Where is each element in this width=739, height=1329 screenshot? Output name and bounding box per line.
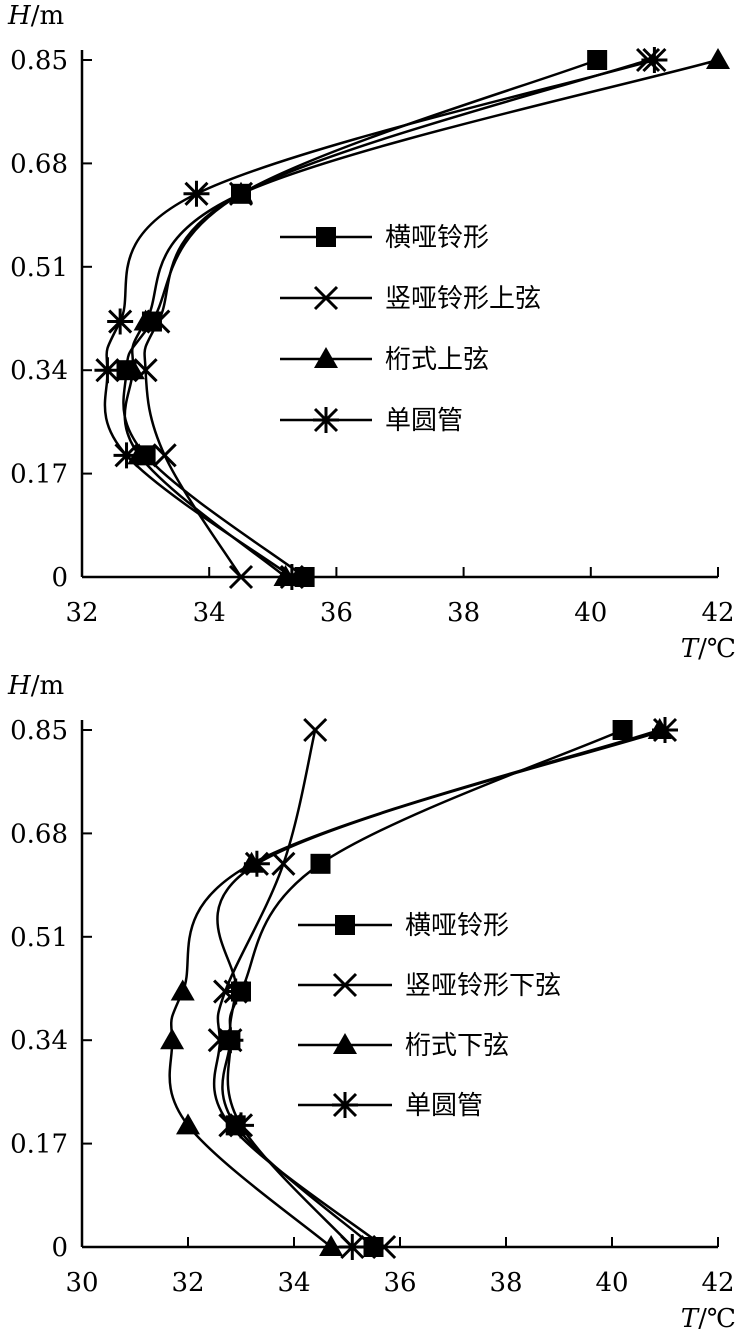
square-marker	[612, 720, 633, 740]
y-tick-label: 0.17	[10, 1130, 68, 1160]
triangle-marker	[176, 1113, 200, 1135]
legend-x-marker	[332, 972, 358, 998]
series-line	[143, 58, 649, 578]
x-tick-label: 34	[277, 1268, 310, 1298]
y-tick-label: 0	[51, 1233, 68, 1263]
asterisk-marker	[228, 1112, 254, 1139]
series-3	[120, 48, 730, 586]
x-tick-label: 40	[595, 1268, 628, 1298]
y-tick-label: 0.68	[10, 819, 68, 849]
square-marker	[310, 853, 331, 874]
legend-asterisk-marker	[332, 1092, 358, 1118]
chart-2: 30 32 34 36 38 40 42 0 0.17 0.34 0.51 0.68 0.85 H/m T/…	[7, 671, 736, 1329]
x-tick-label: 32	[171, 1268, 204, 1298]
x-marker	[372, 1234, 397, 1260]
triangle-marker	[160, 1028, 185, 1050]
y-tick-label: 0.85	[10, 46, 68, 76]
legend-item: 单圆管	[280, 406, 463, 436]
triangle-marker	[319, 1235, 344, 1256]
series-line	[123, 58, 719, 578]
x-axis-title: T/℃	[681, 634, 736, 664]
legend-item: 横哑铃形	[298, 911, 509, 941]
asterisk-marker	[641, 47, 668, 73]
legend-triangle-marker	[314, 347, 338, 368]
y-axis-title: H/m	[7, 1, 64, 31]
x-tick-label: 34	[193, 598, 226, 628]
triangle-marker	[133, 309, 158, 331]
asterisk-marker	[652, 717, 678, 743]
y-tick-label: 0.51	[10, 923, 68, 953]
y-tick-label: 0.51	[10, 253, 68, 283]
asterisk-marker	[339, 1234, 366, 1260]
legend-label: 竖哑铃形下弦	[405, 971, 561, 1001]
series-2	[133, 47, 661, 590]
x-tick-label: 36	[383, 1268, 416, 1298]
y-tick-label: 0.68	[10, 149, 68, 179]
x-tick-label: 42	[701, 598, 734, 628]
chart-1: 32 34 36 38 40 42 0 0.17 0.34 0.51 0.68 0.85 H/m T/℃ 横…	[7, 1, 736, 664]
triangle-marker	[229, 181, 253, 203]
asterisk-marker	[222, 978, 249, 1005]
square-marker	[587, 50, 608, 70]
asterisk-marker	[94, 357, 121, 384]
x-tick-label: 36	[320, 598, 353, 628]
series-4	[216, 717, 678, 1260]
x-tick-label: 38	[489, 1268, 522, 1298]
x-marker	[228, 564, 254, 590]
legend-square-marker	[316, 227, 336, 247]
legend-item: 桁式上弦	[280, 345, 489, 375]
asterisk-marker	[183, 180, 210, 207]
legend-label: 横哑铃形	[385, 223, 489, 253]
series-line	[103, 58, 655, 579]
x-marker	[271, 851, 296, 876]
triangle-marker	[706, 48, 730, 69]
legend-item: 横哑铃形	[280, 223, 489, 253]
y-axis-title: H/m	[7, 671, 64, 701]
legend-label: 单圆管	[385, 406, 463, 436]
legend-label: 横哑铃形	[405, 911, 509, 941]
asterisk-marker	[107, 308, 134, 335]
legend-triangle-marker	[333, 1033, 357, 1054]
x-tick-label: 30	[65, 1268, 98, 1298]
x-tick-label: 38	[447, 598, 480, 628]
asterisk-marker	[278, 564, 305, 590]
y-tick-label: 0.34	[10, 356, 68, 386]
y-tick-label: 0.85	[10, 716, 68, 746]
y-tick-label: 0	[51, 563, 68, 593]
legend-label: 单圆管	[405, 1091, 483, 1121]
triangle-marker	[120, 358, 145, 380]
asterisk-marker	[113, 442, 140, 469]
legend-asterisk-marker	[313, 407, 339, 433]
legend-item: 单圆管	[298, 1091, 483, 1121]
legend-label: 竖哑铃形上弦	[385, 284, 541, 314]
asterisk-marker	[217, 1027, 244, 1054]
legend-x-marker	[313, 285, 339, 311]
legend-label: 桁式上弦	[385, 345, 489, 375]
y-tick-label: 0.17	[10, 460, 68, 490]
legend-item: 桁式下弦	[298, 1031, 509, 1061]
x-marker	[303, 717, 328, 743]
x-marker	[152, 443, 177, 468]
x-axis-title: T/℃	[681, 1304, 736, 1329]
y-tick-label: 0.34	[10, 1026, 68, 1056]
legend-item: 竖哑铃形上弦	[280, 284, 541, 314]
triangle-marker	[170, 979, 195, 1001]
x-tick-label: 32	[65, 598, 98, 628]
legend-label: 桁式下弦	[405, 1031, 509, 1061]
series-4	[94, 47, 668, 590]
asterisk-marker	[243, 850, 270, 877]
x-tick-label: 40	[574, 598, 607, 628]
legend-square-marker	[335, 915, 355, 935]
legend-item: 竖哑铃形下弦	[298, 971, 561, 1001]
x-tick-label: 42	[701, 1268, 734, 1298]
